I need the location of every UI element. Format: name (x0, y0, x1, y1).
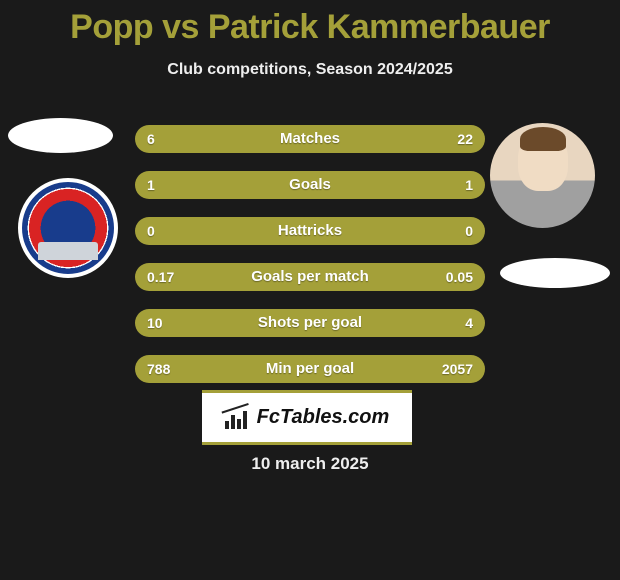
stat-label: Shots per goal (135, 309, 485, 337)
stat-row: 788Min per goal2057 (135, 355, 485, 383)
branding-text: FcTables.com (257, 406, 390, 429)
stat-label: Hattricks (135, 217, 485, 245)
branding-badge: FcTables.com (202, 390, 412, 445)
stat-row: 10Shots per goal4 (135, 309, 485, 337)
stat-value-right: 22 (445, 125, 485, 153)
player-right-shadow (500, 258, 610, 288)
stat-row: 0.17Goals per match0.05 (135, 263, 485, 291)
bar-chart-icon (225, 407, 251, 429)
comparison-title: Popp vs Patrick Kammerbauer (0, 0, 620, 47)
stat-value-right: 1 (453, 171, 485, 199)
comparison-subtitle: Club competitions, Season 2024/2025 (0, 61, 620, 79)
stat-value-right: 4 (453, 309, 485, 337)
stat-row: 6Matches22 (135, 125, 485, 153)
stat-label: Goals (135, 171, 485, 199)
player-left-avatar-placeholder (8, 118, 113, 153)
stat-label: Matches (135, 125, 485, 153)
stat-label: Goals per match (135, 263, 485, 291)
stat-value-right: 2057 (430, 355, 485, 383)
stat-row: 0Hattricks0 (135, 217, 485, 245)
player-right-avatar (490, 123, 595, 228)
player-left-club-badge (18, 178, 118, 278)
comparison-date: 10 march 2025 (0, 454, 620, 474)
stat-value-right: 0 (453, 217, 485, 245)
stat-row: 1Goals1 (135, 171, 485, 199)
stats-container: 6Matches22 1Goals1 0Hattricks0 0.17Goals pe… (135, 125, 485, 401)
stat-value-right: 0.05 (434, 263, 485, 291)
